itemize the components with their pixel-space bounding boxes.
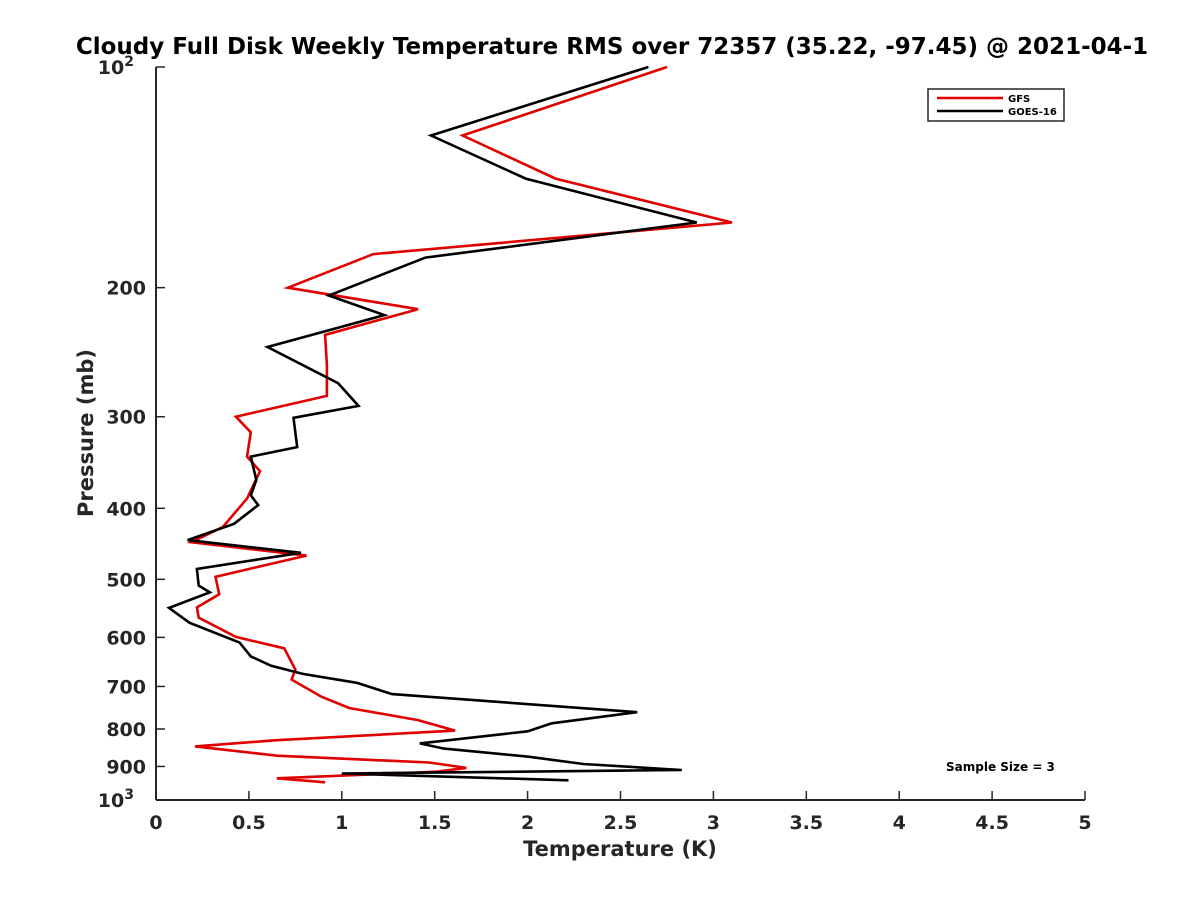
- x-axis-ticks: 0 0.5 1 1.5 2 2.5 3 3.5 4 4.5 5: [149, 791, 1092, 834]
- y-tick-label: 200: [106, 278, 146, 300]
- chart-title: Cloudy Full Disk Weekly Temperature RMS …: [76, 34, 1148, 60]
- y-tick-label: 800: [106, 719, 146, 741]
- x-tick-label: 0.5: [232, 812, 266, 834]
- sample-size-annotation: Sample Size = 3: [946, 760, 1055, 774]
- legend-box: [927, 88, 1065, 122]
- series-lines: [166, 65, 733, 784]
- y-axis-label: Pressure (mb): [74, 349, 98, 517]
- x-tick-label: 3.5: [789, 812, 823, 834]
- y-tick-label: 102: [98, 54, 134, 79]
- x-tick-label: 1.5: [418, 812, 452, 834]
- y-tick-label: 400: [106, 498, 146, 520]
- x-tick-label: 5: [1078, 812, 1091, 834]
- x-tick-label: 2: [521, 812, 534, 834]
- x-tick-label: 4.5: [975, 812, 1009, 834]
- x-axis-label: Temperature (K): [523, 837, 717, 861]
- x-tick-label: 2.5: [604, 812, 638, 834]
- legend: GFS GOES-16: [927, 88, 1065, 122]
- series-line-gfs: [186, 65, 733, 784]
- x-tick-label: 3: [707, 812, 720, 834]
- y-tick-label: 103: [98, 787, 134, 812]
- y-axis-ticks: 102 200 300 400 500 600 700 800 900 103: [98, 54, 165, 812]
- x-tick-label: 1: [335, 812, 348, 834]
- y-tick-label: 300: [106, 407, 146, 429]
- x-tick-label: 0: [149, 812, 162, 834]
- legend-label-gfs: GFS: [1008, 94, 1030, 105]
- y-tick-label: 900: [106, 756, 146, 778]
- series-line-goes-16: [166, 65, 698, 782]
- y-tick-label: 500: [106, 569, 146, 591]
- y-tick-label: 600: [106, 627, 146, 649]
- y-tick-label: 700: [106, 676, 146, 698]
- x-tick-label: 4: [893, 812, 906, 834]
- legend-label-goes16: GOES-16: [1008, 107, 1057, 118]
